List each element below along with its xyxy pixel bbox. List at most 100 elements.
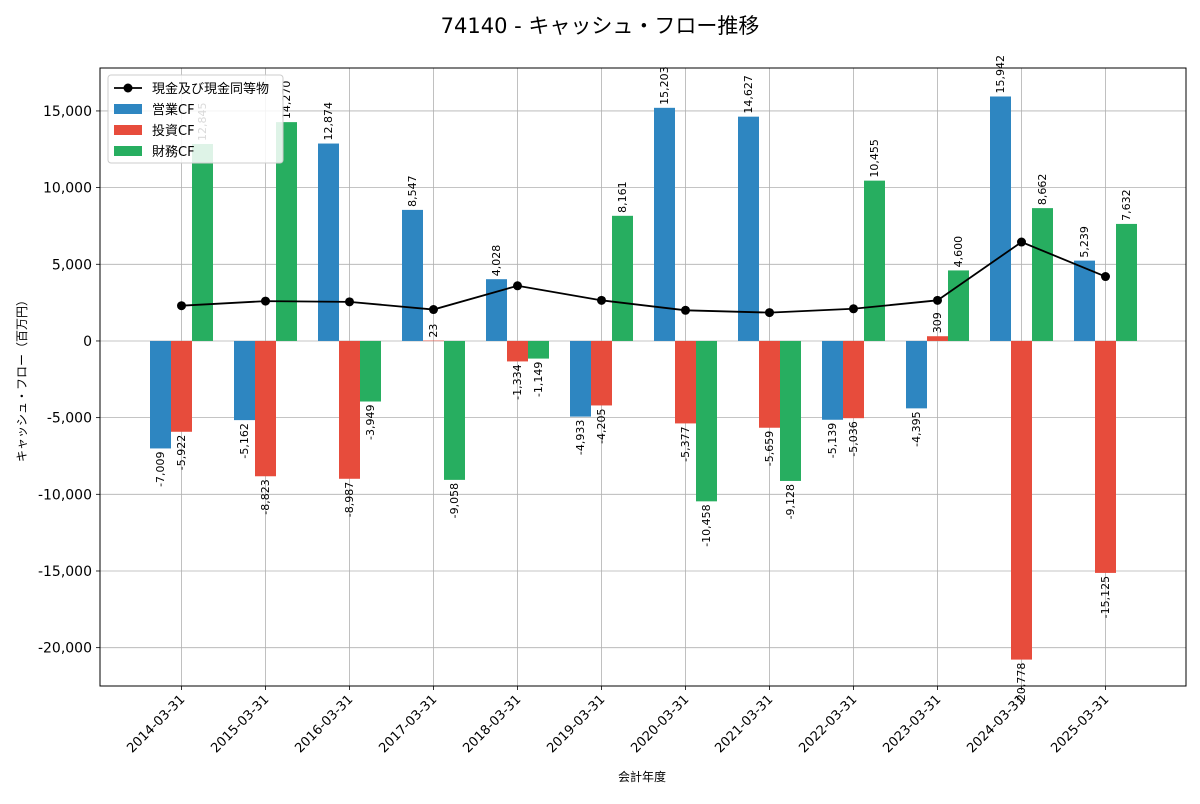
y-tick-label: 5,000: [52, 257, 92, 273]
y-tick-label: 0: [83, 334, 92, 350]
cash-line: [177, 237, 1110, 318]
legend-swatch: [114, 146, 142, 156]
bar-value-label: -3,949: [364, 405, 377, 440]
bar-0: [402, 209, 423, 341]
cash-point: [1017, 237, 1026, 247]
bar-value-label: -5,036: [847, 421, 860, 456]
bar-value-label: 15,942: [994, 55, 1007, 94]
plot-frame: [99, 67, 1187, 687]
bar-value-label: -1,334: [511, 364, 524, 399]
bar-value-label: -9,058: [448, 483, 461, 518]
bar-1: [591, 340, 612, 406]
bar-value-label: -5,922: [175, 435, 188, 470]
bar-1: [843, 340, 864, 419]
bar-value-label: -20,778: [1015, 663, 1028, 705]
cash-point: [261, 296, 270, 306]
bar-2: [612, 215, 633, 341]
x-tick-label: 2014-03-31: [124, 692, 188, 756]
cash-point: [849, 304, 858, 314]
bar-value-label: -15,125: [1099, 576, 1112, 618]
bar-2: [528, 340, 549, 359]
bar-value-label: -5,139: [826, 423, 839, 458]
x-axis-label: 会計年度: [618, 769, 666, 784]
bar-value-label: 309: [931, 312, 944, 333]
bar-value-label: 14,627: [742, 75, 755, 114]
cash-point: [177, 301, 186, 311]
bar-1: [927, 336, 948, 341]
bar-2: [696, 340, 717, 502]
bar-value-label: 4,600: [952, 236, 965, 268]
x-tick-label: 2023-03-31: [880, 692, 944, 756]
bar-0: [822, 340, 843, 420]
y-tick-label: 15,000: [43, 104, 92, 120]
cash-point: [345, 297, 354, 307]
bar-0: [654, 107, 675, 341]
bar-1: [675, 340, 696, 424]
y-tick-label: 10,000: [43, 181, 92, 197]
bar-value-label: 8,547: [406, 175, 419, 207]
bar-2: [360, 340, 381, 402]
y-tick-label: -20,000: [38, 641, 92, 657]
bar-value-label: 12,874: [322, 102, 335, 141]
y-tick-label: -10,000: [38, 487, 92, 503]
bar-2: [192, 143, 213, 341]
bar-2: [780, 340, 801, 481]
bar-2: [948, 270, 969, 341]
y-tick-label: -15,000: [38, 564, 92, 580]
legend-line-marker: [123, 83, 133, 93]
data-labels: -7,009 -5,162 12,874 8,547 4,028 -4,933 15,203…: [154, 55, 1133, 705]
bar-value-label: -1,149: [532, 362, 545, 397]
bar-value-label: 23: [427, 324, 440, 338]
bar-value-label: -9,128: [784, 484, 797, 519]
cash-point: [597, 295, 606, 305]
bar-2: [444, 340, 465, 480]
cash-point: [429, 305, 438, 315]
bars: [150, 96, 1137, 660]
x-tick-label: 2018-03-31: [460, 692, 524, 756]
bar-0: [1074, 260, 1095, 341]
cash-line-path: [181, 241, 1106, 314]
bar-value-label: 7,632: [1120, 189, 1133, 221]
bar-1: [171, 340, 192, 432]
legend-label: 現金及び現金同等物: [152, 81, 269, 97]
cash-point: [513, 281, 522, 291]
legend-label: 財務CF: [152, 145, 195, 160]
bar-1: [759, 340, 780, 428]
bar-1: [423, 340, 444, 342]
bar-value-label: -5,659: [763, 431, 776, 466]
x-tick-label: 2017-03-31: [376, 692, 440, 756]
bar-value-label: -8,987: [343, 482, 356, 517]
bar-value-label: 8,662: [1036, 174, 1049, 206]
x-tick-label: 2016-03-31: [292, 692, 356, 756]
x-tick-label: 2021-03-31: [712, 692, 776, 756]
cash-point: [1101, 272, 1110, 282]
bar-0: [906, 340, 927, 409]
bar-0: [570, 340, 591, 417]
bar-0: [318, 143, 339, 341]
bar-value-label: -5,377: [679, 426, 692, 461]
bar-2: [864, 180, 885, 341]
y-tick-label: -5,000: [47, 411, 92, 427]
bar-0: [990, 96, 1011, 341]
bar-0: [234, 340, 255, 421]
bar-1: [255, 340, 276, 477]
bar-value-label: 5,239: [1078, 226, 1091, 258]
bar-2: [1116, 223, 1137, 341]
bar-value-label: -4,395: [910, 411, 923, 446]
bar-value-label: -4,205: [595, 408, 608, 443]
x-tick-label: 2025-03-31: [1048, 692, 1112, 756]
bar-1: [1095, 340, 1116, 573]
cash-point: [681, 305, 690, 315]
bar-value-label: -4,933: [574, 420, 587, 455]
cash-point: [765, 308, 774, 318]
bar-2: [1032, 208, 1053, 341]
bar-0: [486, 279, 507, 341]
bar-value-label: -7,009: [154, 451, 167, 486]
bar-0: [150, 340, 171, 449]
x-tick-label: 2019-03-31: [544, 692, 608, 756]
bar-1: [339, 340, 360, 479]
bar-1: [1011, 340, 1032, 660]
